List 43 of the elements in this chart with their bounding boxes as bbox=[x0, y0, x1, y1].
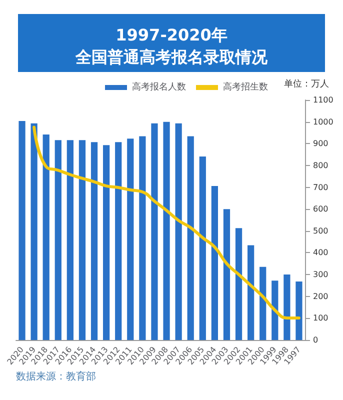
bar bbox=[54, 140, 62, 340]
bar bbox=[115, 142, 122, 340]
y-tick-label: 700 bbox=[313, 182, 328, 192]
y-tick-label: 1100 bbox=[313, 96, 334, 104]
bar bbox=[151, 123, 158, 340]
bar bbox=[18, 120, 26, 340]
bar bbox=[139, 136, 146, 340]
y-axis-title: 单位：万人 bbox=[284, 78, 329, 90]
bar bbox=[199, 156, 206, 340]
bar bbox=[248, 245, 254, 340]
bar bbox=[211, 186, 218, 340]
bar bbox=[90, 142, 98, 340]
bar bbox=[163, 122, 170, 340]
source-note: 数据来源：教育部 bbox=[16, 370, 96, 382]
y-tick-label: 200 bbox=[313, 292, 328, 301]
bar bbox=[272, 280, 278, 340]
y-tick-label: 1000 bbox=[313, 117, 334, 126]
line-series bbox=[32, 126, 300, 320]
bar bbox=[284, 274, 290, 340]
bar bbox=[175, 123, 182, 340]
y-tick-label: 600 bbox=[313, 204, 328, 214]
bar bbox=[30, 123, 38, 340]
bar bbox=[127, 138, 134, 340]
bar bbox=[235, 228, 242, 340]
y-tick-label: 300 bbox=[313, 270, 328, 280]
bar bbox=[260, 266, 266, 340]
bar bbox=[103, 145, 110, 340]
y-tick-label: 500 bbox=[313, 226, 328, 236]
legend-label: 高考招生数 bbox=[223, 82, 268, 92]
chart-title: 1997-2020年 bbox=[116, 26, 228, 44]
legend-label: 高考报名人数 bbox=[132, 82, 186, 92]
y-tick-label: 900 bbox=[313, 139, 328, 148]
y-tick-label: 400 bbox=[313, 248, 328, 258]
bar bbox=[66, 140, 74, 340]
bar bbox=[42, 134, 50, 340]
chart-subtitle: 全国普通高考报名录取情况 bbox=[74, 48, 268, 66]
bar bbox=[78, 140, 86, 340]
bar bbox=[296, 282, 302, 340]
bar bbox=[223, 209, 230, 340]
y-tick-label: 100 bbox=[313, 314, 328, 323]
y-tick-label: 800 bbox=[313, 160, 328, 170]
y-tick-label: 0 bbox=[313, 336, 318, 344]
bar bbox=[187, 136, 194, 340]
